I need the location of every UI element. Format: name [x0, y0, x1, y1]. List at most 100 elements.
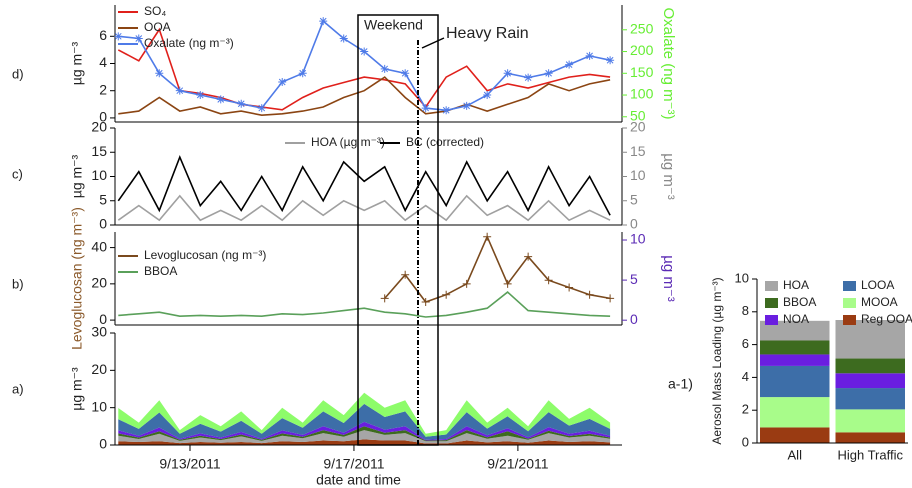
x-axis-title: date and time — [316, 472, 401, 488]
point-marker — [114, 32, 123, 41]
y2-tick-label: 5 — [630, 271, 638, 287]
point-marker — [462, 101, 471, 110]
legend-swatch — [765, 315, 778, 325]
y2-tick-label: 15 — [630, 143, 646, 159]
y-tick-label: 10 — [91, 398, 107, 414]
bar-segment — [835, 432, 905, 443]
y2-tick-label: 50 — [630, 107, 646, 123]
y-tick-label: 10 — [91, 167, 107, 183]
point-marker — [380, 64, 389, 73]
x-tick-label: 9/17/2011 — [323, 456, 384, 472]
y2-axis-title: Oxalate (ng m⁻³) — [660, 7, 677, 119]
point-marker — [606, 56, 615, 65]
annotation: Heavy Rain — [446, 25, 529, 42]
y-tick-label: 6 — [99, 27, 107, 43]
point-marker — [278, 77, 287, 86]
y-axis-title: µg m⁻³ — [69, 367, 85, 411]
legend-label: HOA (µg m⁻³) — [311, 135, 385, 149]
y-tick-label: 15 — [91, 143, 107, 159]
bar-segment — [835, 388, 905, 410]
annotation-arrow — [421, 37, 445, 49]
y-tick-label: 5 — [99, 191, 107, 207]
point-marker — [360, 47, 369, 56]
stacked-area — [118, 421, 611, 441]
point-marker — [565, 60, 574, 69]
legend-label: BBOA — [783, 295, 816, 309]
y-tick-label: 10 — [735, 270, 749, 285]
y2-tick-label: 200 — [630, 42, 654, 58]
point-marker — [483, 91, 492, 100]
y-tick-label: 2 — [742, 402, 749, 417]
x-tick-label: All — [788, 447, 803, 462]
series-line — [118, 291, 611, 318]
y-tick-label: 0 — [99, 436, 107, 452]
y-axis-title: Levoglucosan (ng m⁻³) — [69, 207, 85, 350]
legend-label: SO₄ — [144, 4, 166, 18]
point-marker — [524, 73, 533, 82]
bar-segment — [835, 373, 905, 389]
y2-axis-title: µg m⁻³ — [660, 153, 677, 200]
point-marker — [503, 279, 512, 288]
y-tick-label: 2 — [99, 81, 107, 97]
y2-tick-label: 250 — [630, 20, 654, 36]
stacked-area — [118, 403, 611, 440]
y-axis-title: µg m⁻³ — [69, 154, 85, 198]
point-marker — [524, 252, 533, 261]
stacked-area — [118, 430, 611, 444]
bar-segment — [760, 427, 830, 443]
stacked-area — [118, 439, 611, 445]
legend-label: Oxalate (ng m⁻³) — [144, 36, 234, 50]
point-marker — [175, 86, 184, 95]
point-marker — [155, 69, 164, 78]
panel-label: a-1) — [668, 376, 693, 392]
y2-tick-label: 10 — [630, 231, 646, 247]
x-tick-label: 9/21/2011 — [487, 456, 548, 472]
y2-tick-label: 100 — [630, 86, 654, 102]
y-tick-label: 0 — [99, 216, 107, 232]
point-marker — [401, 270, 410, 279]
bar-segment — [760, 340, 830, 355]
bar-segment — [835, 358, 905, 374]
point-marker — [339, 34, 348, 43]
panel-label: a) — [12, 381, 24, 396]
legend-label: OOA — [144, 20, 171, 34]
bar-segment — [835, 320, 905, 359]
point-marker — [565, 283, 574, 292]
series-line — [384, 234, 611, 303]
legend-label: HOA — [783, 278, 809, 292]
y-axis-title: µg m⁻³ — [69, 41, 85, 85]
point-marker — [442, 106, 451, 115]
legend-label: NOA — [783, 312, 809, 326]
y2-axis-title: µg m⁻³ — [660, 255, 677, 302]
point-marker — [237, 99, 246, 108]
point-marker — [585, 290, 594, 299]
point-marker — [503, 69, 512, 78]
series-line — [117, 154, 611, 216]
y2-tick-label: 150 — [630, 64, 654, 80]
legend-swatch — [843, 281, 856, 291]
point-marker — [585, 51, 594, 60]
y-tick-label: 40 — [91, 238, 107, 254]
legend-label: Levoglucosan (ng m⁻³) — [144, 248, 266, 262]
bar-segment — [760, 320, 830, 341]
point-marker — [134, 34, 143, 43]
point-marker — [483, 232, 492, 241]
y-axis-title: Aerosol Mass Loading (µg m⁻³) — [710, 277, 724, 444]
stacked-area — [118, 392, 611, 437]
legend-label: Reg OOA — [861, 312, 912, 326]
y-tick-label: 4 — [99, 54, 107, 70]
panel-label: b) — [12, 276, 24, 291]
legend-swatch — [765, 298, 778, 308]
bar-segment — [835, 409, 905, 433]
point-marker — [442, 290, 451, 299]
stacked-area — [118, 426, 611, 442]
y2-tick-label: 0 — [630, 311, 638, 327]
legend-label: BBOA — [144, 264, 177, 278]
point-marker — [421, 104, 430, 113]
y-tick-label: 6 — [742, 336, 749, 351]
y-tick-label: 20 — [91, 119, 107, 135]
y2-tick-label: 20 — [630, 119, 646, 135]
y-tick-label: 4 — [742, 369, 749, 384]
point-marker — [401, 69, 410, 78]
